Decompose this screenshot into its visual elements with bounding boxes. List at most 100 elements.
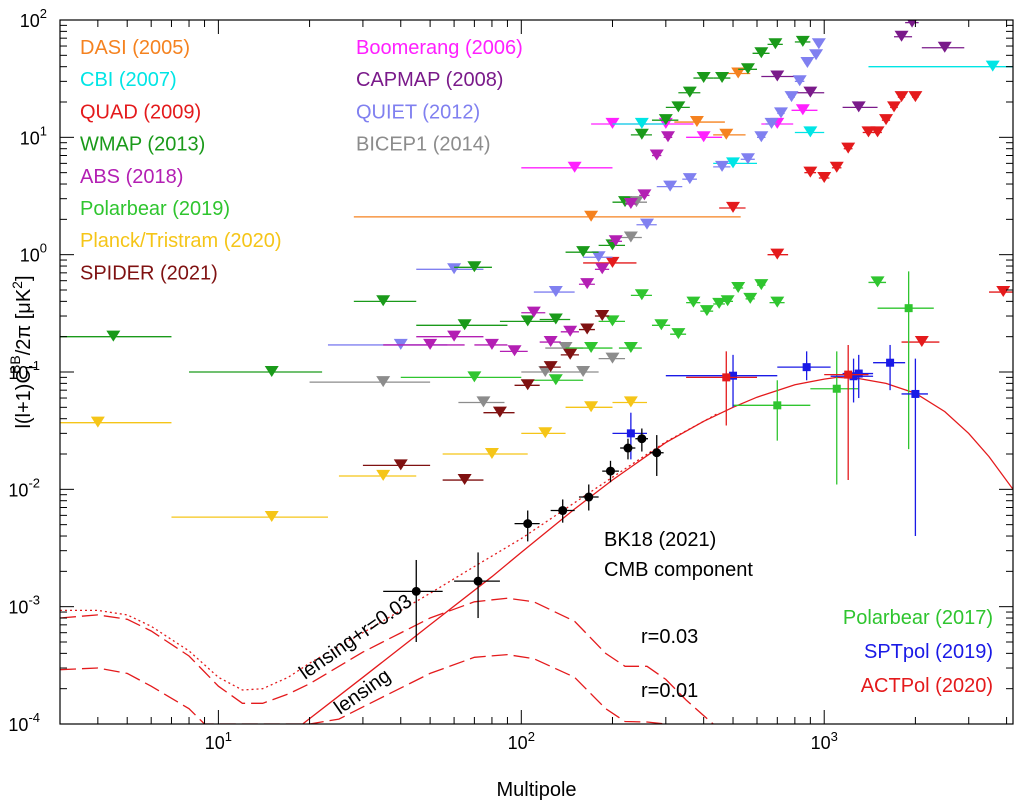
upper-limit-marker (457, 473, 472, 485)
upper-limit-marker (803, 126, 818, 138)
x-tick-label: 101 (205, 729, 232, 753)
legend-entry: SPIDER (2021) (80, 262, 218, 284)
curve-lensing-r-0-03 (60, 412, 720, 691)
y-tick-label: 100 (20, 241, 47, 266)
upper-limit-marker (686, 296, 701, 308)
x-tick-label: 102 (508, 729, 535, 753)
annotation-cmb-component: CMB component (604, 559, 753, 581)
upper-limit-marker (870, 276, 885, 288)
upper-limit-marker (584, 210, 599, 222)
data-point-marker (832, 384, 841, 393)
legend-entry: QUAD (2009) (80, 101, 201, 123)
annotation-r003: r=0.03 (641, 626, 698, 648)
data-point-marker (911, 389, 920, 398)
upper-limit-marker (720, 295, 735, 307)
upper-limit-marker (623, 396, 638, 408)
legend-entry: Boomerang (2006) (356, 37, 523, 59)
upper-limit-marker (580, 323, 595, 335)
upper-limit-marker (584, 341, 599, 353)
y-tick-label: 10-2 (8, 475, 40, 500)
annotations: BK18 (2021) CMB component lensing+r=0.03le… (295, 529, 753, 719)
upper-limit-marker (671, 328, 686, 340)
annotation-bk18: BK18 (2021) (604, 529, 716, 551)
upper-limit-marker (731, 281, 746, 293)
x-tick-label: 103 (811, 729, 838, 753)
curve-r-0-01 (60, 653, 666, 724)
series-capmap-2008- (761, 20, 965, 113)
axis-ticks: 101 102 103 10-4 10-3 10-2 10-1 100 101 102 (8, 6, 1013, 753)
upper-limit-marker (792, 75, 807, 87)
upper-limit-marker (682, 86, 697, 98)
data-point-marker (652, 448, 662, 458)
data-point-marker (558, 506, 568, 516)
upper-limit-marker (467, 261, 482, 273)
upper-limit-marker (715, 160, 730, 172)
upper-limit-marker (770, 296, 785, 308)
legend-entry: Polarbear (2019) (80, 198, 230, 220)
upper-limit-marker (484, 338, 499, 350)
series-actpol-2020- (686, 344, 869, 481)
upper-limit-marker (696, 131, 711, 143)
upper-limit-marker (907, 20, 917, 28)
series-quad-2009- (583, 91, 1013, 347)
series-wmap-2013- (60, 35, 811, 377)
upper-limit-marker (639, 218, 654, 230)
series-bk18-2021- (383, 428, 664, 642)
upper-limit-marker (861, 126, 876, 138)
upper-limit-marker (937, 41, 952, 53)
upper-limit-marker (743, 292, 758, 304)
upper-limit-marker (731, 67, 746, 79)
legend-entry: SPTpol (2019) (864, 641, 993, 663)
data-point-marker (623, 443, 633, 453)
upper-limit-marker (90, 416, 105, 428)
upper-limit-marker (605, 315, 620, 327)
upper-limit-marker (447, 263, 462, 275)
y-tick-label: 10-1 (8, 358, 40, 383)
upper-limit-marker (634, 117, 649, 129)
upper-limit-marker (754, 131, 769, 143)
curve-lensing (301, 376, 1013, 724)
legend-entry: BICEP1 (2014) (356, 134, 491, 156)
upper-limit-marker (106, 330, 121, 342)
upper-limit-marker (447, 330, 462, 342)
upper-limit-marker (795, 104, 810, 116)
y-tick-label: 10-4 (8, 710, 40, 735)
upper-limit-marker (803, 86, 818, 98)
upper-limit-marker (689, 115, 704, 127)
upper-limit-marker (712, 297, 727, 309)
upper-limit-marker (800, 56, 815, 68)
upper-limit-marker (809, 49, 824, 61)
legend-entry: WMAP (2013) (80, 134, 205, 156)
data-point-marker (729, 371, 738, 380)
data-point-marker (637, 434, 647, 444)
series-planck-tristram-2020- (60, 396, 647, 523)
series-sptpol-2019- (612, 344, 928, 537)
upper-limit-marker (870, 126, 885, 138)
upper-limit-marker (548, 286, 563, 298)
upper-limit-marker (467, 371, 482, 383)
upper-limit-marker (803, 166, 818, 178)
data-point-marker (849, 372, 858, 381)
upper-limit-marker (376, 469, 391, 481)
data-point-marker (626, 429, 635, 438)
data-point-marker (904, 304, 913, 313)
upper-limit-marker (543, 361, 558, 373)
upper-limit-marker (660, 131, 675, 143)
theory-curves (60, 376, 1013, 724)
upper-limit-marker (492, 406, 507, 418)
upper-limit-marker (658, 114, 673, 126)
upper-limit-marker (795, 35, 810, 47)
upper-limit-marker (699, 305, 714, 317)
upper-limit-marker (914, 335, 929, 347)
upper-limit-marker (784, 91, 799, 103)
data-point-marker (584, 492, 594, 502)
legend-entry: DASI (2005) (80, 37, 190, 59)
x-axis-label: Multipole (496, 779, 576, 801)
upper-limit-marker (580, 278, 595, 290)
upper-limit-marker (773, 107, 788, 119)
upper-limit-marker (563, 325, 578, 337)
upper-limit-marker (543, 335, 558, 347)
series-spider-2021- (362, 309, 610, 485)
upper-limit-marker (484, 447, 499, 459)
upper-limit-marker (605, 352, 620, 364)
